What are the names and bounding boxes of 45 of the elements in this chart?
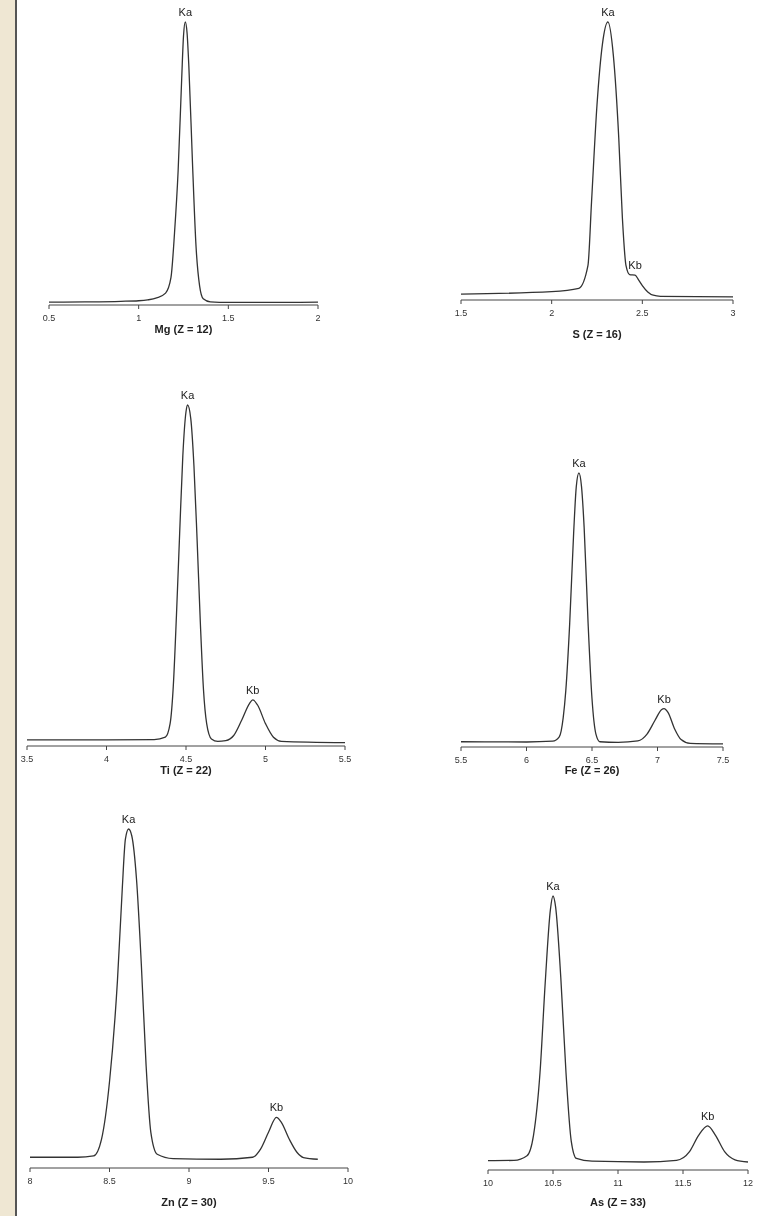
annotation: Ka bbox=[121, 813, 137, 825]
x-axis-title: Ti (Z = 22) bbox=[160, 764, 213, 776]
annotation: Kb bbox=[269, 1101, 284, 1114]
x-tick-label: 9 bbox=[186, 1176, 192, 1186]
x-tick-label: 2 bbox=[549, 308, 555, 318]
x-tick-label: 12 bbox=[742, 1178, 754, 1188]
x-tick-label: 11.5 bbox=[674, 1178, 692, 1188]
annotation: Ka bbox=[180, 389, 196, 401]
x-tick-label: 8 bbox=[27, 1176, 33, 1186]
x-tick-label: 10.5 bbox=[544, 1178, 562, 1188]
x-tick-label: 0.5 bbox=[42, 313, 56, 323]
x-tick-label: 2.5 bbox=[636, 308, 649, 318]
annotation: Ka bbox=[178, 6, 193, 18]
x-tick-label: 1.5 bbox=[222, 313, 235, 323]
x-tick-label: 5.5 bbox=[454, 755, 468, 765]
x-tick-label: 3.5 bbox=[20, 754, 34, 764]
x-tick-label: 7.5 bbox=[716, 755, 730, 765]
x-tick-label: 4.5 bbox=[179, 754, 193, 764]
annotation: Kb bbox=[628, 259, 642, 272]
x-axis-title: Mg (Z = 12) bbox=[154, 323, 213, 335]
x-axis-title: As (Z = 33) bbox=[590, 1196, 647, 1208]
annotation: Kb bbox=[657, 692, 671, 705]
x-tick-label: 3 bbox=[730, 308, 736, 318]
x-axis-title: Zn (Z = 30) bbox=[161, 1196, 217, 1208]
annotation: Ka bbox=[601, 6, 616, 18]
annotation: Kb bbox=[700, 1109, 715, 1122]
x-tick-label: 8.5 bbox=[103, 1176, 116, 1186]
x-tick-label: 6.5 bbox=[585, 755, 599, 765]
annotation: Ka bbox=[546, 880, 561, 892]
x-axis-title: S (Z = 16) bbox=[572, 328, 622, 340]
x-tick-label: 7 bbox=[654, 755, 661, 765]
x-tick-label: 9.5 bbox=[262, 1176, 275, 1186]
x-tick-label: 4 bbox=[103, 754, 110, 764]
x-tick-label: 5.5 bbox=[338, 754, 352, 764]
x-tick-label: 5 bbox=[262, 754, 269, 764]
x-tick-label: 10 bbox=[342, 1176, 354, 1186]
x-tick-label: 2 bbox=[315, 313, 321, 323]
x-tick-label: 10 bbox=[482, 1178, 494, 1188]
annotation: Kb bbox=[246, 683, 260, 696]
x-tick-label: 11 bbox=[613, 1178, 623, 1188]
x-tick-label: 1.5 bbox=[454, 308, 468, 318]
x-tick-label: 6 bbox=[523, 755, 530, 765]
x-axis-title: Fe (Z = 26) bbox=[564, 764, 620, 776]
annotation: Ka bbox=[572, 457, 587, 469]
x-tick-label: 1 bbox=[136, 313, 142, 323]
